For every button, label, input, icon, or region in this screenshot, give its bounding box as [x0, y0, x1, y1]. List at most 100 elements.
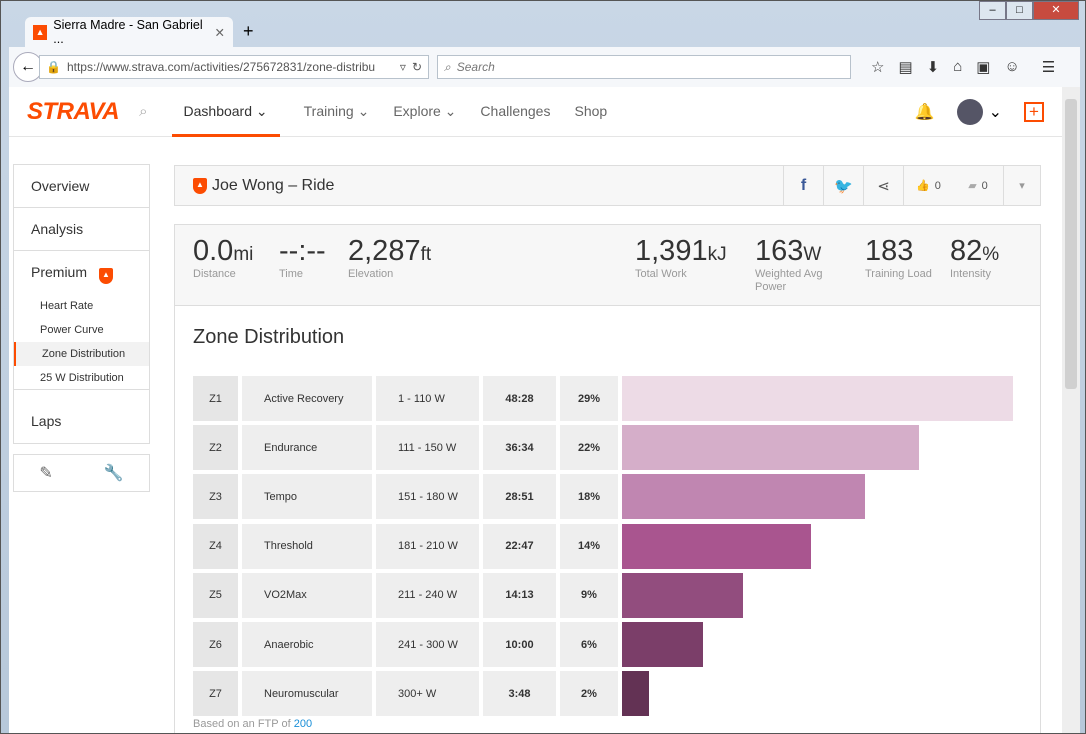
- zone-id: Z1: [193, 376, 238, 421]
- stat-value: 82%: [950, 235, 999, 268]
- premium-shield-icon: ▲: [98, 268, 113, 284]
- zone-name: Tempo: [242, 474, 372, 520]
- reload-icon[interactable]: ↻: [411, 60, 422, 74]
- stat-label: Distance: [193, 268, 236, 280]
- stats-panel: 0.0mi Distance --:-- Time 2,287ft Elevation 1,…: [174, 224, 1041, 306]
- sidebar-analysis[interactable]: Analysis: [14, 208, 149, 251]
- bookmark-star-icon[interactable]: ☆: [871, 59, 885, 76]
- zone-name: Threshold: [242, 523, 372, 569]
- avatar: [956, 99, 983, 125]
- zone-bar-track: [622, 572, 743, 618]
- close-tab-icon[interactable]: ✕: [214, 25, 225, 40]
- zone-bar-track: [622, 671, 649, 717]
- zone-id: Z3: [193, 474, 238, 520]
- sidebar-power-curve[interactable]: Power Curve: [40, 324, 104, 336]
- strava-logo[interactable]: STRAVA: [27, 97, 120, 125]
- activity-title: Joe Wong – Ride: [212, 176, 335, 194]
- wrench-icon[interactable]: 🔧: [103, 465, 124, 482]
- zone-percent: 22%: [560, 425, 618, 471]
- hello-icon[interactable]: ☺: [1004, 58, 1020, 75]
- stat-unit: ft: [420, 244, 432, 265]
- search-icon[interactable]: ⌕: [139, 103, 148, 120]
- nav-label: Dashboard: [183, 102, 253, 119]
- download-icon[interactable]: ⬇: [926, 59, 940, 76]
- sidebar-zone-distribution[interactable]: Zone Distribution: [14, 342, 149, 366]
- zone-bar: [622, 425, 919, 471]
- zone-name: VO2Max: [242, 572, 372, 618]
- search-input[interactable]: ⌕ Search: [437, 55, 851, 79]
- zone-row: Z1 Active Recovery 1 - 110 W 48:28 29%: [193, 376, 1013, 421]
- close-button[interactable]: ✕: [1033, 1, 1079, 20]
- facebook-share-button[interactable]: f: [783, 166, 823, 205]
- tab-title: Sierra Madre - San Gabriel ...: [53, 18, 203, 46]
- sidebar-laps[interactable]: Laps: [31, 413, 62, 429]
- dropdown-icon[interactable]: ▿: [399, 60, 406, 74]
- nav-shop[interactable]: Shop: [574, 102, 608, 119]
- nav-explore[interactable]: Explore ⌄: [393, 102, 457, 119]
- zone-id: Z2: [193, 425, 238, 471]
- nav-challenges[interactable]: Challenges: [480, 102, 551, 119]
- bell-icon[interactable]: 🔔: [914, 104, 935, 121]
- scrollbar-thumb[interactable]: [1065, 99, 1077, 389]
- stat-value: 183: [865, 235, 932, 268]
- stat-label: Training Load: [865, 268, 932, 280]
- url-text: https://www.strava.com/activities/275672…: [66, 60, 376, 74]
- upload-plus-button[interactable]: +: [1024, 102, 1044, 122]
- sidebar-premium[interactable]: Premium ▲: [14, 251, 149, 294]
- new-tab-button[interactable]: +: [243, 21, 254, 41]
- minimize-button[interactable]: –: [979, 1, 1006, 20]
- zone-bar: [622, 376, 1013, 421]
- zone-percent: 6%: [560, 622, 618, 667]
- scrollbar[interactable]: [1062, 87, 1080, 733]
- sidebar-heart-rate[interactable]: Heart Rate: [40, 300, 94, 312]
- zone-range: 151 - 180 W: [376, 474, 479, 520]
- zone-time: 48:28: [483, 376, 556, 421]
- stat-number: 0.0: [193, 235, 234, 267]
- zone-time: 28:51: [483, 474, 556, 520]
- stat-unit: kJ: [707, 244, 727, 265]
- zone-id: Z4: [193, 523, 238, 569]
- zone-percent: 9%: [560, 572, 618, 618]
- zone-name: Endurance: [242, 425, 372, 471]
- browser-tab[interactable]: ▲ Sierra Madre - San Gabriel ... ✕: [25, 17, 233, 47]
- stat-total-work: 1,391kJ Total Work: [635, 235, 727, 281]
- stat-time: --:-- Time: [279, 235, 326, 281]
- home-icon[interactable]: ⌂: [953, 58, 963, 75]
- ftp-link[interactable]: 200: [293, 718, 313, 730]
- zone-percent: 14%: [560, 523, 618, 569]
- zone-row: Z4 Threshold 181 - 210 W 22:47 14%: [193, 523, 811, 569]
- twitter-share-button[interactable]: 🐦: [823, 166, 863, 205]
- maximize-button[interactable]: □: [1006, 1, 1033, 20]
- more-dropdown[interactable]: ▾: [1003, 166, 1040, 205]
- nav-training[interactable]: Training ⌄: [303, 102, 370, 119]
- zone-time: 10:00: [483, 622, 556, 667]
- stat-label: Time: [279, 268, 304, 280]
- sidebar-25w-distribution[interactable]: 25 W Distribution: [14, 366, 149, 390]
- stat-unit: %: [982, 244, 1000, 265]
- url-bar[interactable]: 🔒 https://www.strava.com/activities/27567…: [39, 55, 429, 79]
- zone-row: Z2 Endurance 111 - 150 W 36:34 22%: [193, 425, 919, 471]
- edit-pencil-icon[interactable]: ✎: [39, 465, 53, 482]
- stat-label: Total Work: [635, 268, 687, 280]
- stat-unit: W: [803, 244, 822, 265]
- zone-id: Z5: [193, 572, 238, 618]
- stat-distance: 0.0mi Distance: [193, 235, 253, 281]
- zone-bar: [622, 474, 865, 520]
- nav-dashboard[interactable]: Dashboard ⌄: [171, 87, 280, 137]
- kudos-button[interactable]: 👍 0: [903, 166, 953, 205]
- profile-menu[interactable]: ⌄: [956, 99, 1002, 125]
- zone-row: Z6 Anaerobic 241 - 300 W 10:00 6%: [193, 622, 703, 667]
- comments-button[interactable]: ▰ 0: [953, 166, 1003, 205]
- screenshot-icon[interactable]: ▣: [976, 59, 991, 76]
- stat-value: --:--: [279, 235, 326, 268]
- zone-time: 14:13: [483, 572, 556, 618]
- stat-elevation: 2,287ft Elevation: [348, 235, 431, 281]
- share-button[interactable]: ⋖: [863, 166, 903, 205]
- back-button[interactable]: ←: [13, 52, 43, 82]
- sidebar-overview[interactable]: Overview: [14, 165, 149, 208]
- menu-icon[interactable]: ☰: [1041, 59, 1056, 76]
- zone-name: Neuromuscular: [242, 671, 372, 717]
- search-placeholder: Search: [456, 60, 495, 74]
- zone-name: Anaerobic: [242, 622, 372, 667]
- reading-list-icon[interactable]: ▤: [898, 59, 913, 76]
